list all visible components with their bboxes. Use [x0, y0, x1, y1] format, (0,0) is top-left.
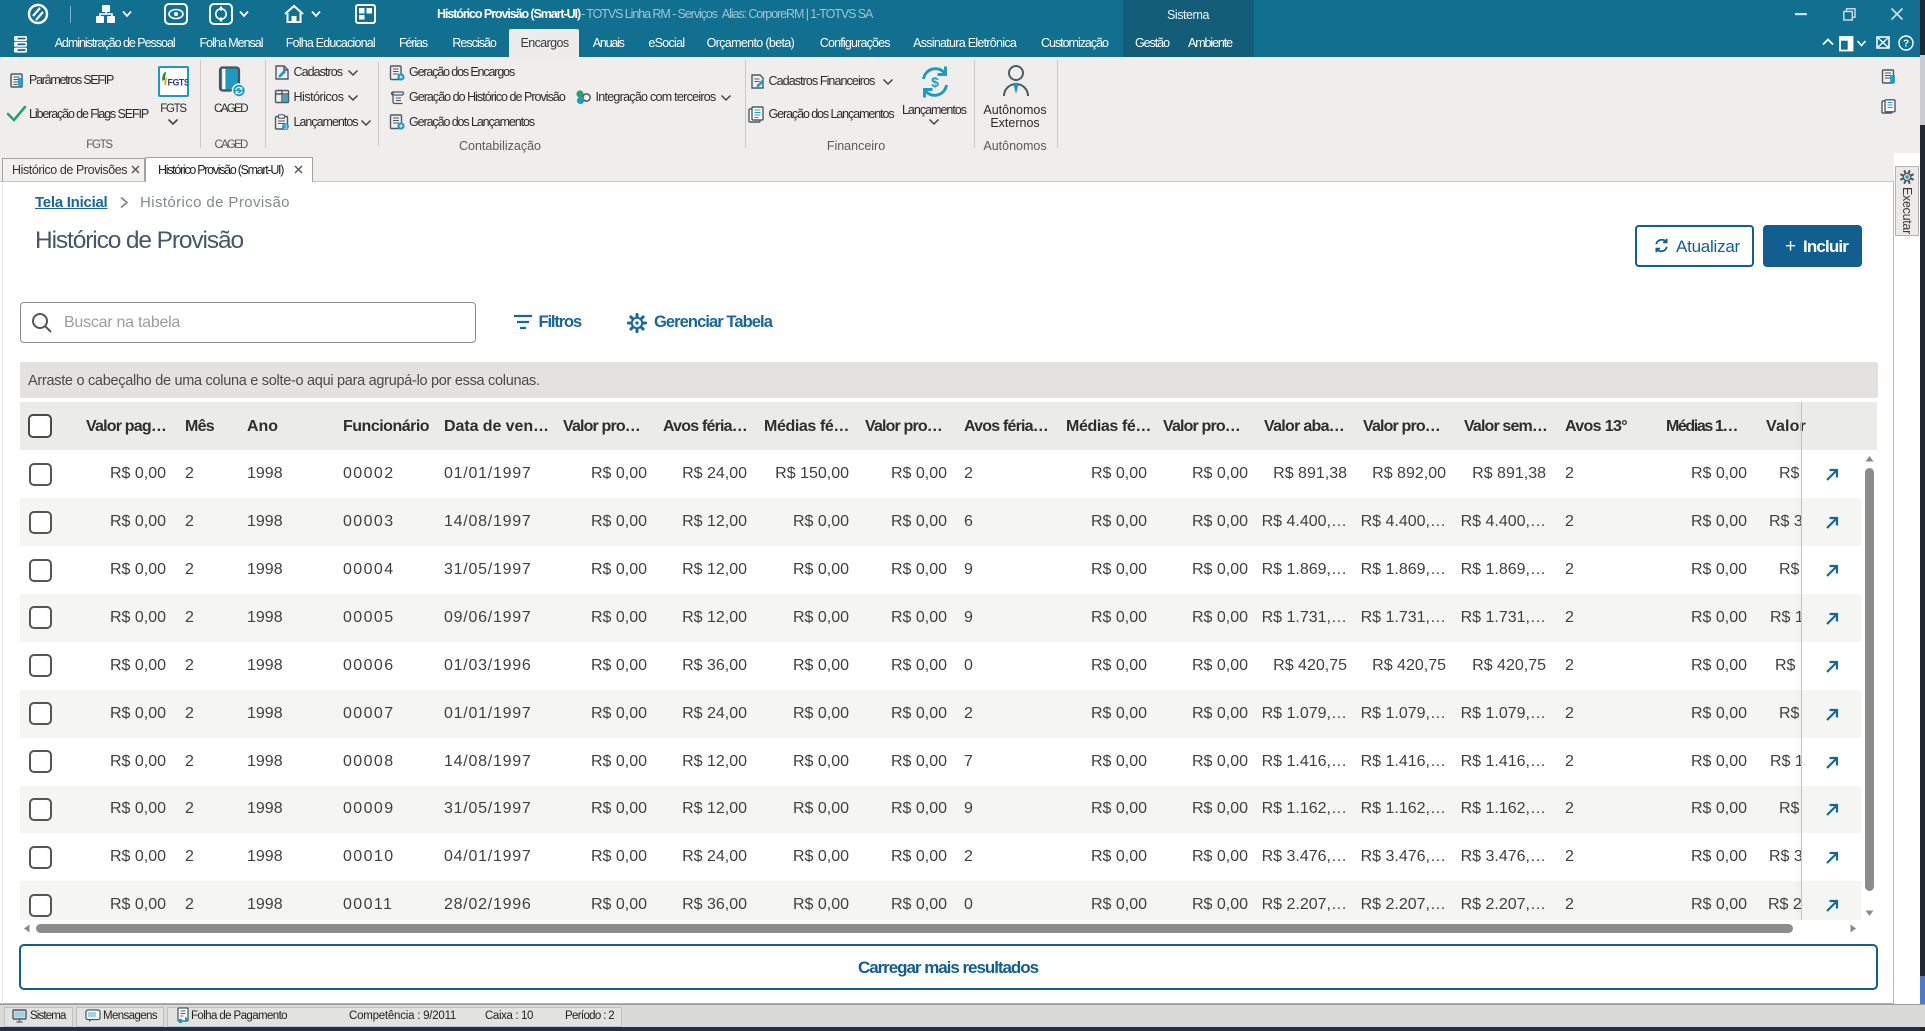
svg-text:$: $: [931, 74, 939, 90]
svg-text:?: ?: [1903, 39, 1909, 50]
svg-text:FGTS: FGTS: [168, 78, 189, 88]
svg-text:3: 3: [284, 125, 288, 130]
